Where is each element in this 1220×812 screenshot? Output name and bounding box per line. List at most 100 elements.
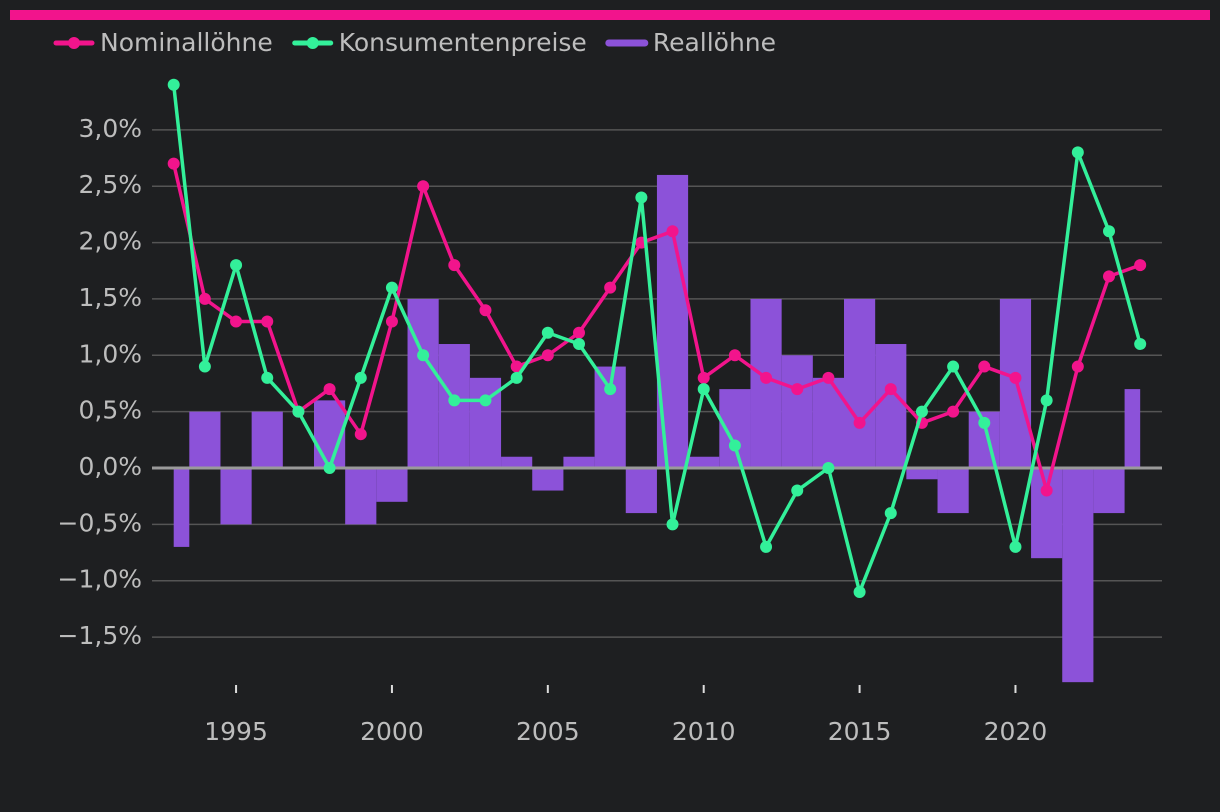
bar bbox=[1124, 389, 1141, 469]
point bbox=[666, 518, 679, 531]
bar bbox=[844, 298, 876, 469]
bar bbox=[563, 456, 595, 469]
bar bbox=[251, 411, 283, 469]
point bbox=[728, 349, 741, 362]
point bbox=[1103, 225, 1115, 238]
point bbox=[323, 462, 336, 475]
x-tick-label: 2020 bbox=[984, 717, 1048, 746]
top-bar bbox=[10, 10, 1210, 20]
point bbox=[697, 383, 710, 396]
point bbox=[604, 383, 617, 396]
y-tick-label: 0,5% bbox=[78, 396, 142, 425]
point bbox=[1040, 394, 1053, 407]
legend-label: Konsumentenpreise bbox=[339, 28, 587, 57]
point bbox=[573, 326, 585, 339]
point bbox=[385, 281, 398, 294]
bar bbox=[407, 298, 439, 469]
point bbox=[167, 157, 180, 170]
point bbox=[354, 428, 367, 441]
point bbox=[915, 405, 928, 418]
point bbox=[604, 281, 617, 294]
line bbox=[171, 84, 1142, 594]
bar bbox=[501, 456, 533, 469]
y-tick-label: 2,0% bbox=[78, 227, 142, 256]
point bbox=[884, 507, 897, 520]
point bbox=[1134, 259, 1147, 272]
point bbox=[198, 360, 211, 373]
point bbox=[1071, 360, 1084, 373]
point bbox=[448, 394, 461, 407]
bar bbox=[532, 468, 564, 491]
legend-label: Nominallöhne bbox=[100, 28, 273, 57]
point bbox=[760, 540, 773, 553]
point bbox=[261, 315, 274, 328]
point bbox=[541, 326, 554, 339]
point bbox=[448, 259, 461, 272]
point bbox=[198, 292, 211, 305]
point bbox=[417, 349, 430, 362]
bar bbox=[345, 468, 377, 525]
bar bbox=[906, 468, 938, 480]
bar bbox=[189, 411, 221, 469]
y-tick-label: −1,0% bbox=[58, 565, 142, 594]
bar bbox=[173, 468, 190, 547]
point bbox=[167, 78, 180, 91]
point bbox=[354, 371, 367, 384]
point bbox=[230, 315, 243, 328]
point bbox=[292, 405, 305, 418]
point bbox=[760, 371, 773, 384]
y-tick-label: 1,5% bbox=[78, 283, 142, 312]
point bbox=[541, 349, 554, 362]
point bbox=[791, 383, 804, 396]
point bbox=[822, 462, 835, 475]
y-tick-label: 1,0% bbox=[78, 339, 142, 368]
point bbox=[635, 191, 648, 204]
point bbox=[1009, 371, 1022, 384]
y-tick-label: 2,5% bbox=[78, 170, 142, 199]
point bbox=[978, 360, 991, 373]
bar bbox=[937, 468, 969, 514]
bar bbox=[688, 456, 720, 469]
point bbox=[884, 383, 897, 396]
point bbox=[1040, 484, 1053, 497]
line bbox=[172, 163, 1141, 493]
point bbox=[853, 585, 866, 598]
point bbox=[822, 371, 835, 384]
bar bbox=[875, 344, 907, 469]
bar bbox=[781, 355, 813, 469]
point bbox=[479, 394, 492, 407]
point bbox=[697, 371, 710, 384]
point bbox=[947, 360, 960, 373]
legend-label: Reallöhne bbox=[653, 28, 776, 57]
legend-swatch bbox=[306, 37, 319, 49]
y-tick-label: −0,5% bbox=[58, 508, 142, 537]
point bbox=[1009, 540, 1022, 553]
point bbox=[853, 416, 866, 429]
legend-swatch bbox=[68, 37, 80, 49]
bar bbox=[376, 468, 408, 502]
point bbox=[510, 371, 523, 384]
x-tick-label: 2005 bbox=[516, 717, 580, 746]
bar bbox=[1031, 468, 1063, 559]
point bbox=[1134, 338, 1147, 351]
bar bbox=[1062, 468, 1094, 683]
point bbox=[728, 439, 741, 452]
y-tick-label: 0,0% bbox=[78, 452, 142, 481]
point bbox=[573, 338, 585, 351]
point bbox=[479, 304, 492, 317]
point bbox=[261, 371, 274, 384]
point bbox=[385, 315, 398, 328]
y-tick-label: 3,0% bbox=[78, 114, 142, 143]
bar bbox=[1093, 468, 1125, 514]
x-tick-label: 1995 bbox=[204, 717, 268, 746]
point bbox=[230, 259, 243, 272]
point bbox=[1103, 270, 1115, 283]
point bbox=[978, 416, 991, 429]
x-tick-label: 2010 bbox=[672, 717, 736, 746]
point bbox=[323, 383, 336, 396]
point bbox=[666, 225, 679, 238]
x-tick-label: 2000 bbox=[360, 717, 424, 746]
x-tick-label: 2015 bbox=[828, 717, 892, 746]
point bbox=[1071, 146, 1084, 159]
